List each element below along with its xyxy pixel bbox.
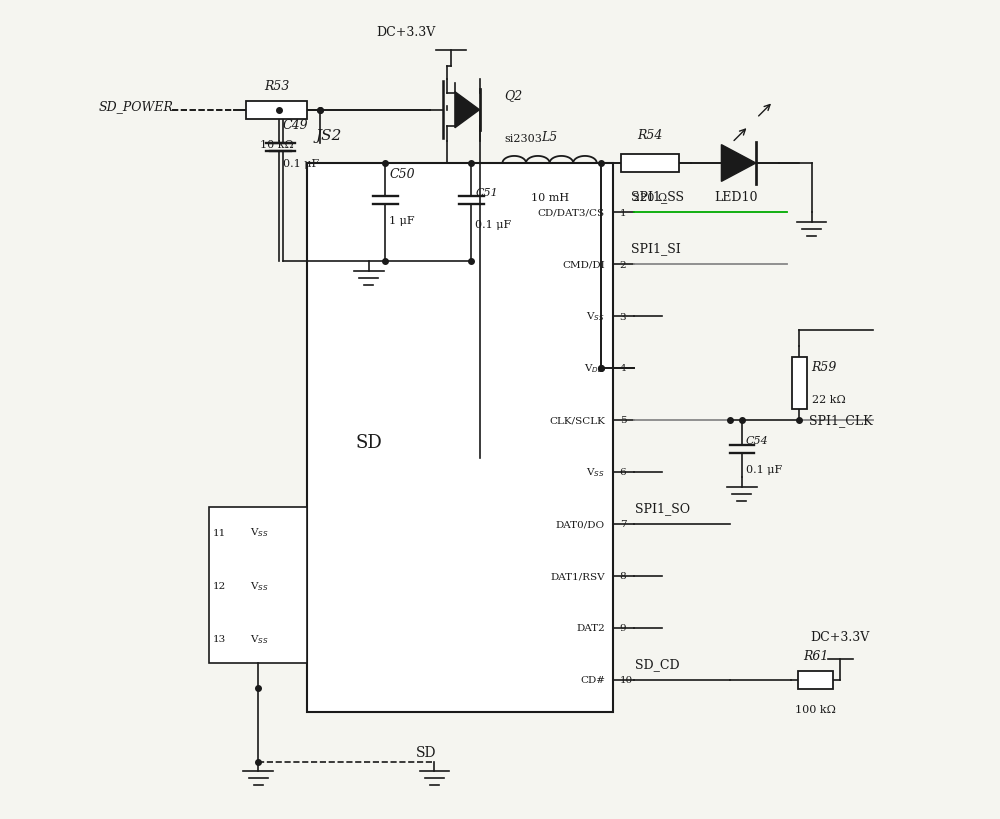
Text: 6: 6: [620, 468, 626, 477]
Text: 7: 7: [620, 520, 626, 528]
Text: SPI1_CLK: SPI1_CLK: [809, 414, 873, 427]
Text: 1: 1: [620, 209, 626, 217]
Text: 0.1 μF: 0.1 μF: [746, 464, 782, 474]
Text: R61: R61: [803, 649, 828, 663]
Text: R53: R53: [264, 80, 289, 93]
Text: DAT1/RSV: DAT1/RSV: [550, 572, 605, 581]
Bar: [792, 358, 807, 410]
Text: 0.1 μF: 0.1 μF: [283, 159, 319, 169]
Text: si2303: si2303: [504, 133, 542, 143]
Text: 9: 9: [620, 623, 626, 632]
Text: R59: R59: [812, 360, 837, 373]
Text: 13: 13: [213, 635, 226, 643]
Text: 0.1 μF: 0.1 μF: [475, 220, 512, 230]
Text: SPI1_SO: SPI1_SO: [635, 501, 690, 514]
Text: 12: 12: [213, 581, 226, 590]
Polygon shape: [721, 146, 756, 182]
Text: JS2: JS2: [316, 129, 342, 143]
Text: 100 kΩ: 100 kΩ: [795, 704, 836, 714]
Text: SD_POWER: SD_POWER: [98, 100, 173, 113]
Text: C50: C50: [389, 168, 415, 181]
Text: V$_{SS}$: V$_{SS}$: [586, 466, 605, 478]
Text: V$_{SS}$: V$_{SS}$: [250, 526, 269, 539]
Text: C49: C49: [283, 119, 308, 132]
Text: SD: SD: [416, 745, 436, 759]
Text: 10 kΩ: 10 kΩ: [260, 139, 293, 149]
Text: LED10: LED10: [714, 191, 758, 204]
Text: C51: C51: [475, 188, 498, 197]
Text: SPI1_SS: SPI1_SS: [631, 190, 684, 203]
Text: CLK/SCLK: CLK/SCLK: [549, 416, 605, 425]
Text: 1 μF: 1 μF: [389, 216, 415, 226]
Text: 10: 10: [620, 676, 633, 684]
Text: DC+3.3V: DC+3.3V: [811, 630, 870, 643]
Text: 22 kΩ: 22 kΩ: [812, 395, 845, 405]
Text: 5: 5: [620, 416, 626, 425]
Text: 2: 2: [620, 260, 626, 269]
Text: DAT2: DAT2: [576, 623, 605, 632]
Text: CMD/DI: CMD/DI: [562, 260, 605, 269]
Bar: [798, 671, 833, 689]
Text: Q2: Q2: [504, 89, 522, 102]
Text: SD: SD: [355, 433, 382, 451]
Text: 11: 11: [213, 528, 226, 536]
Text: SPI1_SI: SPI1_SI: [631, 242, 681, 255]
Text: V$_{SS}$: V$_{SS}$: [250, 632, 269, 645]
Bar: [209, 508, 307, 663]
Text: CD#: CD#: [580, 676, 605, 684]
Text: 3: 3: [620, 312, 626, 321]
Text: SD_CD: SD_CD: [635, 657, 680, 670]
Text: DC+3.3V: DC+3.3V: [376, 25, 435, 38]
Bar: [621, 155, 679, 173]
Text: 8: 8: [620, 572, 626, 581]
Text: V$_{SS}$: V$_{SS}$: [586, 310, 605, 323]
Bar: [246, 102, 307, 120]
Text: V$_{DD}$: V$_{DD}$: [584, 362, 605, 375]
Bar: [307, 164, 613, 713]
Text: 4: 4: [620, 364, 626, 373]
Text: 220 Ω: 220 Ω: [633, 192, 667, 202]
Text: R54: R54: [637, 129, 663, 143]
Text: V$_{SS}$: V$_{SS}$: [250, 579, 269, 592]
Text: L5: L5: [541, 131, 558, 144]
Polygon shape: [455, 93, 480, 129]
Text: DAT0/DO: DAT0/DO: [556, 520, 605, 528]
Text: CD/DAT3/CS: CD/DAT3/CS: [538, 209, 605, 217]
Text: 10 mH: 10 mH: [531, 192, 569, 202]
Text: C54: C54: [746, 436, 769, 446]
